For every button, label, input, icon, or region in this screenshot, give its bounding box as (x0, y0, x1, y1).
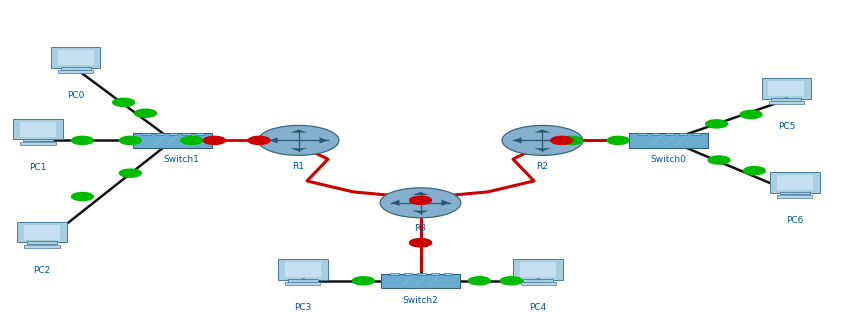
Circle shape (708, 156, 730, 164)
FancyBboxPatch shape (278, 259, 327, 280)
FancyBboxPatch shape (769, 101, 804, 104)
Text: Switch0: Switch0 (651, 155, 686, 164)
Circle shape (706, 120, 727, 128)
Text: PC2: PC2 (34, 266, 50, 275)
Circle shape (113, 98, 135, 106)
Circle shape (410, 196, 431, 204)
FancyBboxPatch shape (182, 133, 191, 135)
FancyBboxPatch shape (61, 67, 91, 70)
Circle shape (743, 167, 765, 175)
FancyBboxPatch shape (692, 133, 701, 135)
FancyBboxPatch shape (27, 241, 57, 244)
FancyBboxPatch shape (444, 273, 452, 275)
FancyBboxPatch shape (285, 282, 320, 285)
FancyBboxPatch shape (652, 133, 660, 135)
Text: R3: R3 (415, 224, 426, 233)
FancyBboxPatch shape (23, 139, 53, 141)
Text: PC6: PC6 (786, 216, 803, 225)
FancyBboxPatch shape (665, 133, 674, 135)
Polygon shape (534, 148, 551, 151)
Polygon shape (412, 192, 429, 195)
Text: R1: R1 (293, 162, 304, 171)
FancyBboxPatch shape (629, 133, 708, 148)
FancyBboxPatch shape (156, 133, 164, 135)
Polygon shape (412, 211, 429, 214)
Text: Switch2: Switch2 (403, 296, 438, 305)
FancyBboxPatch shape (288, 279, 318, 282)
FancyBboxPatch shape (20, 142, 56, 145)
FancyBboxPatch shape (24, 245, 60, 248)
FancyBboxPatch shape (520, 262, 557, 277)
Circle shape (248, 136, 270, 144)
FancyBboxPatch shape (404, 273, 412, 275)
Circle shape (204, 136, 225, 144)
Polygon shape (269, 137, 278, 144)
Circle shape (181, 136, 203, 144)
Polygon shape (290, 148, 307, 151)
FancyBboxPatch shape (679, 133, 687, 135)
FancyBboxPatch shape (169, 133, 177, 135)
Polygon shape (442, 200, 450, 206)
Circle shape (119, 136, 141, 144)
Polygon shape (320, 137, 328, 144)
Polygon shape (391, 200, 399, 206)
FancyBboxPatch shape (769, 81, 805, 96)
Circle shape (352, 277, 374, 285)
FancyBboxPatch shape (771, 98, 801, 101)
FancyBboxPatch shape (523, 279, 553, 282)
FancyBboxPatch shape (417, 273, 426, 275)
Circle shape (135, 109, 156, 117)
FancyBboxPatch shape (513, 259, 563, 280)
FancyBboxPatch shape (776, 175, 812, 190)
FancyBboxPatch shape (521, 282, 556, 285)
Circle shape (410, 239, 431, 247)
Circle shape (258, 125, 339, 155)
Circle shape (561, 136, 583, 144)
FancyBboxPatch shape (381, 274, 460, 288)
Circle shape (71, 136, 93, 144)
FancyBboxPatch shape (780, 192, 810, 194)
FancyBboxPatch shape (13, 119, 62, 139)
Text: PC4: PC4 (530, 303, 547, 312)
Text: PC3: PC3 (294, 303, 311, 312)
FancyBboxPatch shape (777, 195, 812, 198)
FancyBboxPatch shape (284, 262, 320, 277)
FancyBboxPatch shape (142, 133, 151, 135)
Polygon shape (513, 137, 521, 144)
FancyBboxPatch shape (58, 70, 93, 73)
Circle shape (380, 188, 461, 218)
FancyBboxPatch shape (196, 133, 204, 135)
FancyBboxPatch shape (762, 78, 811, 99)
Text: Switch1: Switch1 (163, 155, 198, 164)
Text: PC0: PC0 (67, 91, 84, 100)
FancyBboxPatch shape (390, 273, 399, 275)
Circle shape (410, 239, 431, 247)
Text: PC5: PC5 (778, 122, 795, 131)
FancyBboxPatch shape (770, 172, 819, 193)
Circle shape (502, 125, 583, 155)
Circle shape (71, 193, 93, 201)
FancyBboxPatch shape (24, 225, 61, 240)
Circle shape (468, 277, 490, 285)
Circle shape (551, 136, 573, 144)
FancyBboxPatch shape (57, 50, 93, 65)
Polygon shape (534, 129, 551, 133)
FancyBboxPatch shape (20, 122, 56, 137)
Circle shape (119, 169, 141, 177)
Circle shape (607, 136, 629, 144)
Circle shape (740, 110, 762, 119)
Polygon shape (290, 129, 307, 133)
FancyBboxPatch shape (18, 222, 66, 242)
Polygon shape (563, 137, 572, 144)
FancyBboxPatch shape (638, 133, 647, 135)
Text: PC1: PC1 (29, 163, 46, 172)
FancyBboxPatch shape (431, 273, 439, 275)
FancyBboxPatch shape (133, 133, 212, 148)
FancyBboxPatch shape (50, 47, 100, 68)
Circle shape (500, 277, 522, 285)
Text: R2: R2 (537, 162, 548, 171)
